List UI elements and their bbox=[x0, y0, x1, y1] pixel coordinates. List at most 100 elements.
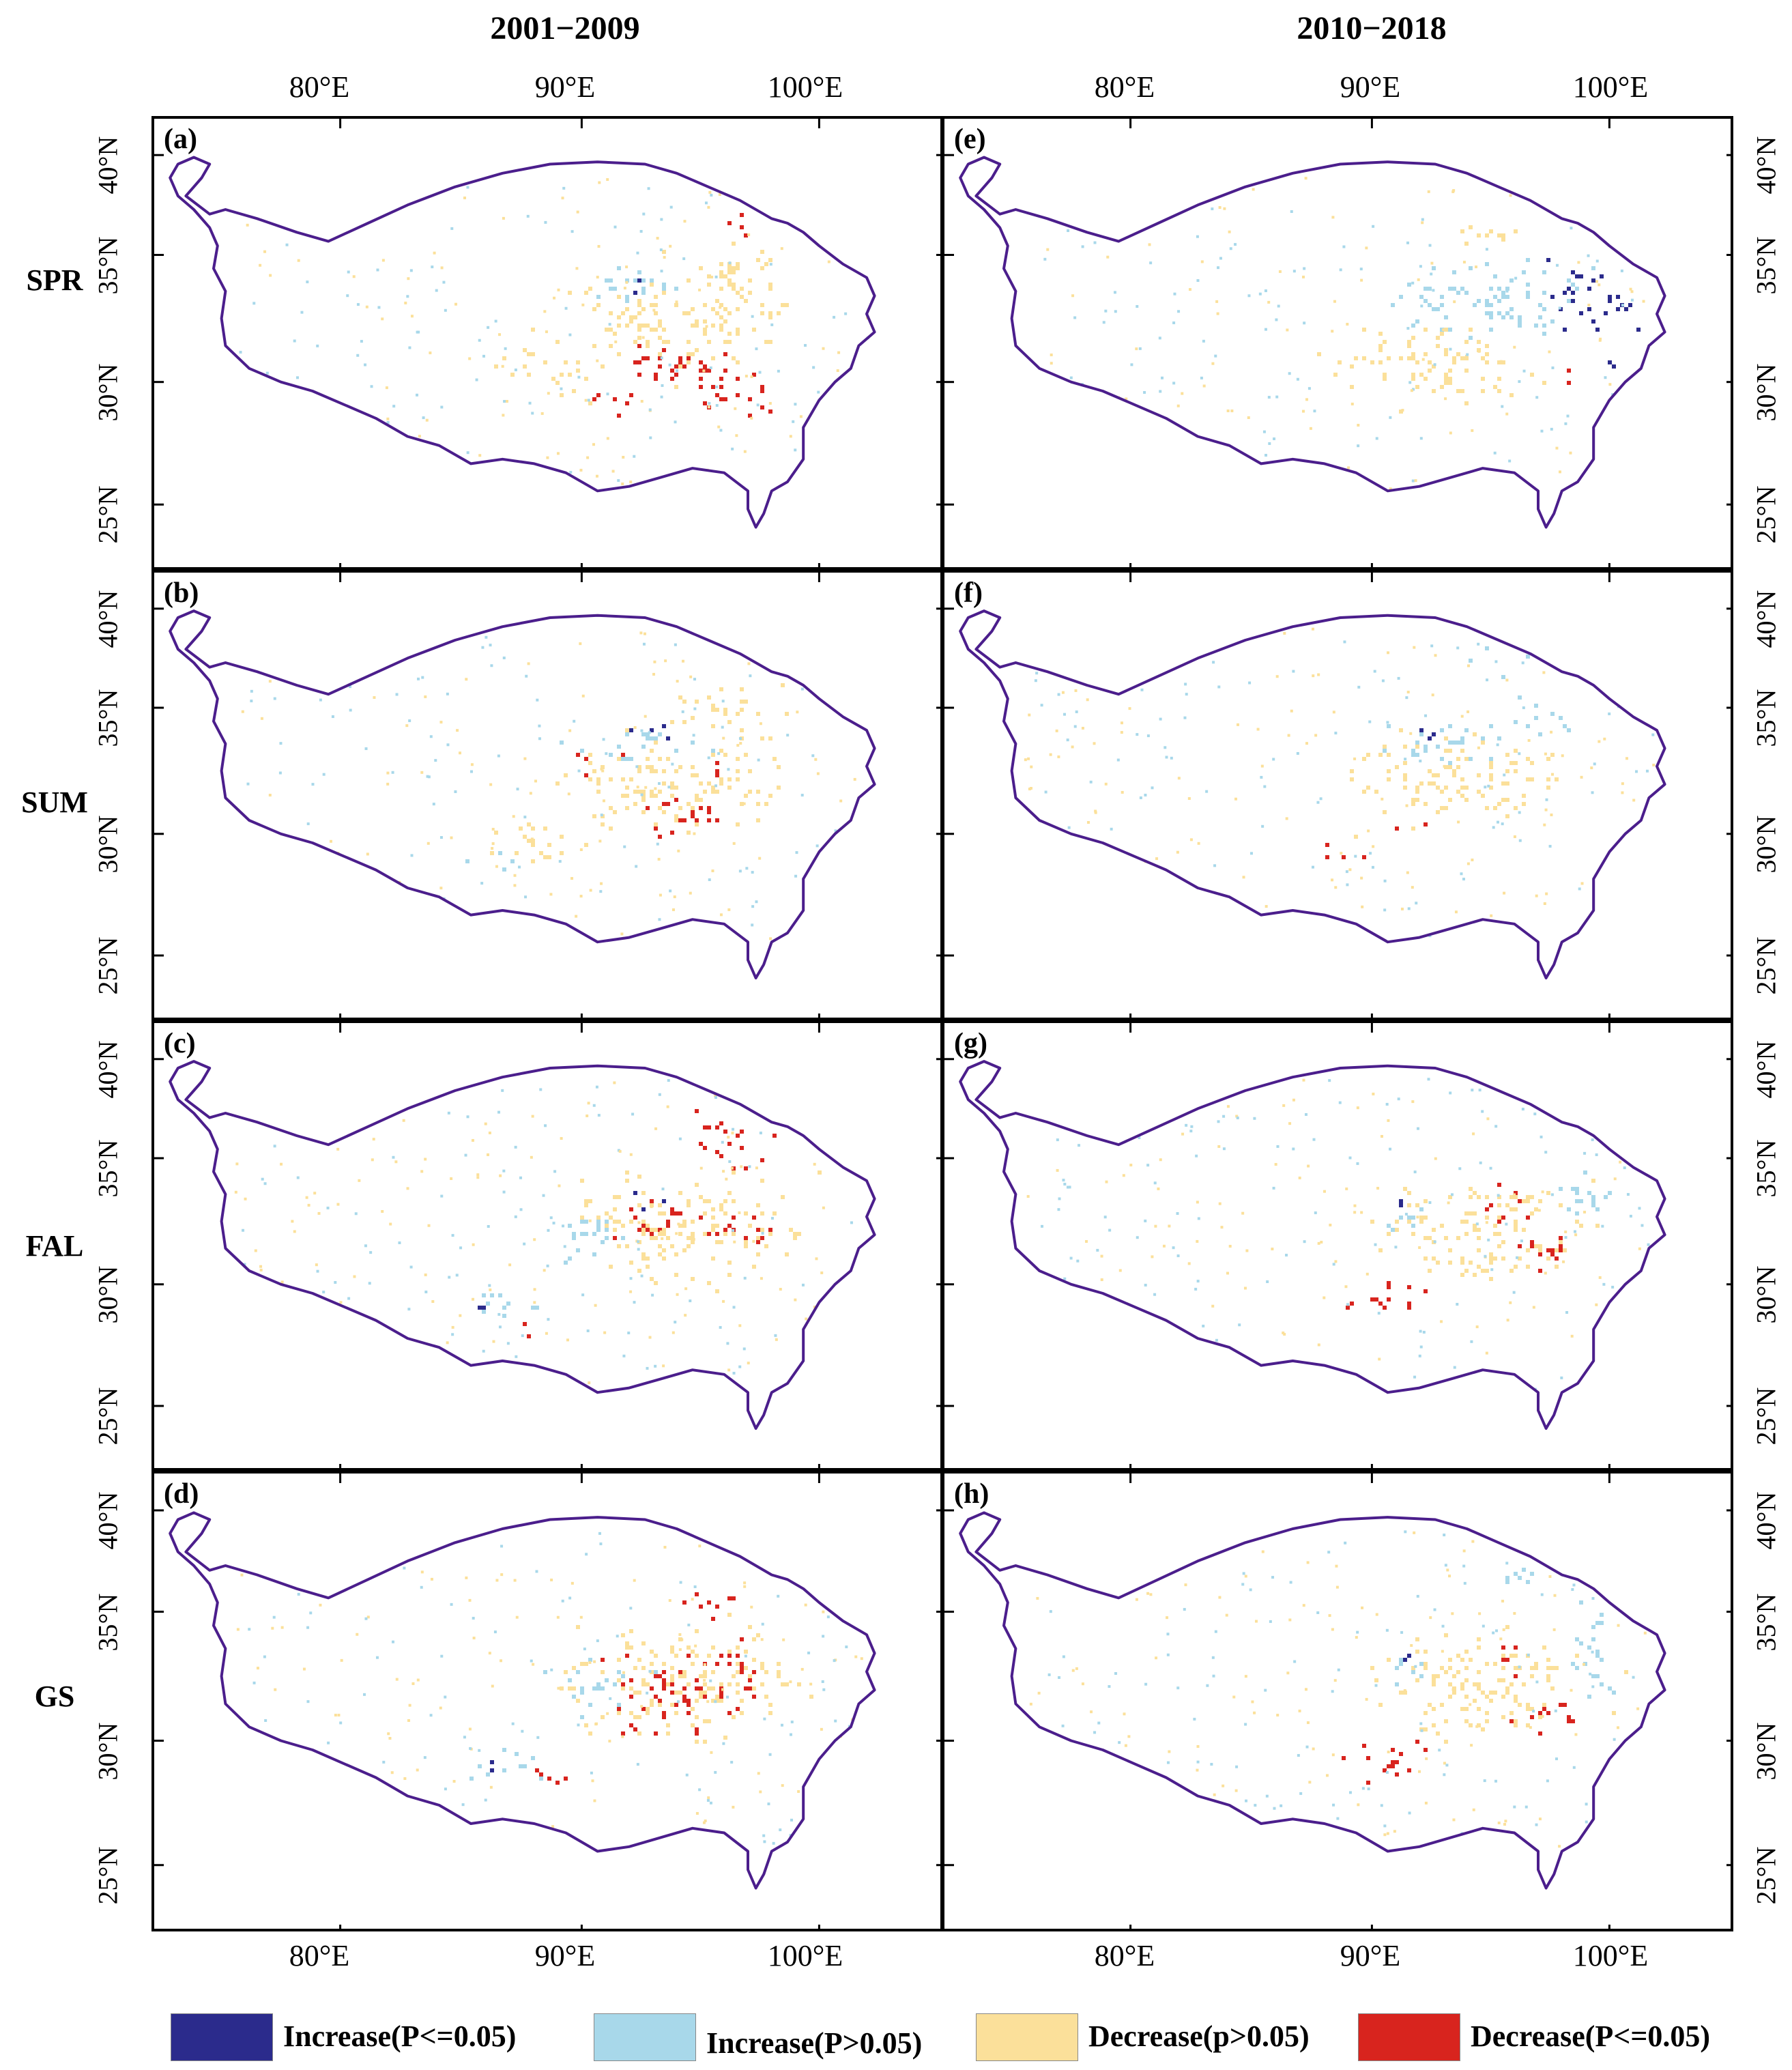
trend-pixel-dec bbox=[1407, 356, 1411, 360]
trend-pixel-sparse bbox=[568, 729, 572, 732]
trend-pixel-dec bbox=[1436, 1731, 1440, 1736]
trend-pixel-decSig bbox=[707, 1600, 711, 1605]
trend-pixel-sparse bbox=[446, 743, 450, 747]
trend-pixel-dec bbox=[1477, 790, 1481, 794]
trend-pixel-dec bbox=[654, 1281, 658, 1285]
trend-pixel-sparse bbox=[794, 874, 798, 878]
trend-pixel-sparse bbox=[1164, 746, 1167, 749]
trend-pixel-dec bbox=[1493, 1691, 1497, 1695]
trend-pixel-decSig bbox=[658, 835, 662, 839]
trend-pixel-sparse bbox=[431, 1299, 435, 1303]
trend-pixel-sparse bbox=[1304, 177, 1307, 180]
trend-pixel-decSig bbox=[1530, 1244, 1534, 1248]
trend-pixel-sparse bbox=[280, 1162, 283, 1166]
trend-pixel-decSig bbox=[1342, 855, 1346, 859]
trend-pixel-sparse bbox=[658, 918, 661, 921]
trend-pixel-sparse bbox=[1570, 1334, 1574, 1338]
trend-pixel-sparse bbox=[742, 1347, 746, 1351]
trend-pixel-sparse bbox=[1642, 300, 1645, 303]
trend-pixel-dec bbox=[1444, 1719, 1448, 1723]
trend-pixel-sparse bbox=[1529, 1726, 1532, 1729]
trend-pixel-decSig bbox=[1424, 1289, 1428, 1293]
trend-pixel-sparse bbox=[752, 1239, 755, 1243]
trend-pixel-dec bbox=[1534, 1662, 1538, 1666]
trend-pixel-dec bbox=[687, 831, 691, 835]
trend-pixel-sparse bbox=[1570, 1688, 1573, 1692]
trend-pixel-dec bbox=[1456, 1236, 1460, 1240]
trend-pixel-decSig bbox=[723, 352, 727, 356]
trend-pixel-dec bbox=[732, 1674, 736, 1678]
lat-label-left: 35°N bbox=[92, 1139, 124, 1198]
trend-pixel-sparse bbox=[1541, 1714, 1544, 1718]
trend-pixel-dec bbox=[678, 1637, 682, 1641]
trend-pixel-decSig bbox=[711, 1617, 715, 1621]
trend-pixel-decSig bbox=[682, 1600, 687, 1605]
trend-pixel-dec bbox=[1460, 1273, 1464, 1277]
trend-pixel-dec bbox=[707, 1719, 711, 1723]
trend-pixel-sparse bbox=[1234, 1789, 1238, 1792]
trend-pixel-decSig bbox=[719, 385, 723, 389]
trend-pixel-sparse bbox=[1357, 1803, 1360, 1807]
trend-pixel-dec bbox=[1354, 356, 1358, 360]
trend-pixel-sparse bbox=[1344, 1541, 1347, 1544]
trend-pixel-sparse bbox=[602, 738, 605, 741]
trend-pixel-incSig bbox=[482, 1306, 486, 1310]
trend-pixel-sparse bbox=[1406, 241, 1410, 244]
trend-pixel-inc bbox=[515, 1752, 519, 1756]
trend-pixel-dec bbox=[678, 765, 682, 769]
trend-pixel-sparse bbox=[485, 635, 488, 639]
trend-pixel-dec bbox=[764, 1244, 768, 1248]
trend-pixel-sparse bbox=[1097, 1721, 1101, 1725]
trend-pixel-sparse bbox=[382, 1760, 386, 1764]
trend-pixel-decSig bbox=[760, 385, 764, 389]
trend-pixel-dec bbox=[1317, 352, 1321, 356]
trend-pixel-sparse bbox=[424, 695, 427, 698]
trend-pixel-sparse bbox=[427, 842, 430, 845]
trend-pixel-dec bbox=[1473, 1228, 1477, 1232]
trend-pixel-inc bbox=[1493, 274, 1497, 278]
trend-pixel-sparse bbox=[450, 1602, 453, 1606]
trend-pixel-decSig bbox=[740, 1666, 744, 1670]
trend-pixel-sparse bbox=[807, 1651, 811, 1654]
trend-pixel-sparse bbox=[1518, 839, 1522, 842]
trend-pixel-sparse bbox=[454, 790, 457, 794]
trend-pixel-incSig bbox=[1591, 319, 1595, 324]
trend-pixel-inc bbox=[535, 1306, 539, 1310]
trend-pixel-sparse bbox=[1168, 1224, 1171, 1228]
trend-pixel-sparse bbox=[1598, 1276, 1602, 1279]
trend-pixel-sparse bbox=[732, 1805, 735, 1809]
trend-pixel-decSig bbox=[748, 1686, 752, 1691]
trend-pixel-decSig bbox=[650, 1686, 654, 1691]
trend-pixel-dec bbox=[641, 1220, 646, 1224]
trend-pixel-sparse bbox=[693, 832, 696, 835]
trend-pixel-sparse bbox=[579, 1615, 583, 1619]
trend-pixel-sparse bbox=[623, 845, 626, 848]
trend-pixel-sparse bbox=[1273, 437, 1276, 440]
trend-pixel-sparse bbox=[1166, 1653, 1170, 1656]
trend-pixel-sparse bbox=[407, 277, 410, 281]
trend-pixel-sparse bbox=[514, 1145, 517, 1149]
trend-pixel-sparse bbox=[1400, 1630, 1404, 1634]
trend-pixel-sparse bbox=[1184, 1583, 1187, 1587]
trend-pixel-dec bbox=[1456, 757, 1460, 761]
trend-pixel-inc bbox=[601, 1240, 605, 1244]
trend-pixel-sparse bbox=[1217, 1145, 1221, 1148]
trend-pixel-sparse bbox=[1582, 1663, 1585, 1666]
trend-pixel-sparse bbox=[1487, 784, 1490, 788]
trend-pixel-sparse bbox=[487, 326, 490, 329]
trend-pixel-sparse bbox=[1590, 766, 1593, 770]
trend-pixel-sparse bbox=[1524, 1805, 1528, 1809]
trend-pixel-dec bbox=[727, 1650, 732, 1654]
trend-pixel-dec bbox=[568, 1686, 572, 1691]
trend-pixel-decSig bbox=[1325, 843, 1329, 847]
trend-pixel-dec bbox=[1436, 336, 1440, 340]
trend-pixel-sparse bbox=[1434, 654, 1437, 657]
trend-pixel-dec bbox=[617, 757, 621, 761]
trend-pixel-decSig bbox=[1514, 1645, 1518, 1650]
trend-pixel-sparse bbox=[1555, 446, 1559, 450]
trend-pixel-sparse bbox=[1062, 1655, 1065, 1658]
trend-pixel-sparse bbox=[381, 317, 384, 321]
trend-pixel-sparse bbox=[366, 852, 369, 856]
trend-pixel-dec bbox=[625, 806, 629, 810]
trend-pixel-decSig bbox=[1571, 1719, 1575, 1723]
